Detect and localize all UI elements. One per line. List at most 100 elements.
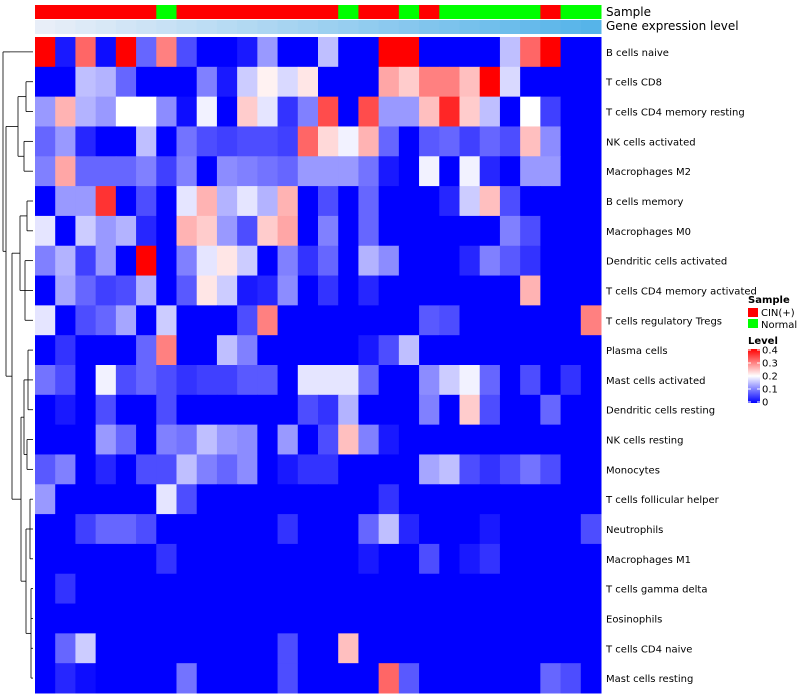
row-label: Macrophages M1 — [606, 555, 691, 566]
heatmap-cell — [378, 573, 400, 605]
heatmap-cell — [95, 454, 117, 485]
heatmap-cell — [318, 335, 339, 366]
heatmap-cell — [338, 365, 359, 396]
heatmap-cell — [520, 66, 541, 98]
sample-cell — [499, 5, 521, 19]
heatmap-cell — [459, 37, 481, 68]
heatmap-cell — [540, 186, 562, 217]
heatmap-cell — [520, 394, 541, 426]
heatmap-cell — [237, 514, 258, 545]
heatmap-cell — [176, 66, 198, 98]
heatmap-cell — [136, 454, 157, 485]
heatmap-cell — [115, 633, 137, 664]
heatmap-cell — [358, 186, 380, 217]
heatmap-cell — [378, 66, 400, 98]
heatmap-cell — [520, 543, 541, 575]
heatmap-cell — [115, 305, 137, 336]
heatmap-cell — [95, 663, 117, 694]
heatmap-cell — [358, 96, 380, 127]
heatmap-cell — [216, 66, 238, 98]
heatmap-cell — [95, 424, 117, 455]
heatmap-cell — [216, 573, 238, 605]
heatmap-cell — [499, 573, 521, 605]
expression-level-cell — [136, 20, 157, 34]
heatmap-cell — [499, 603, 521, 634]
heatmap-cell — [580, 37, 602, 68]
sample-cell — [55, 5, 76, 19]
heatmap-cell — [580, 394, 602, 426]
sample-cell — [136, 5, 157, 19]
heatmap-cell — [257, 603, 279, 634]
heatmap-cell — [75, 663, 97, 694]
expression-level-cell — [95, 20, 117, 34]
heatmap-cell — [156, 156, 177, 187]
heatmap-cell — [196, 484, 218, 515]
heatmap-cell — [479, 663, 501, 694]
heatmap-cell — [35, 365, 56, 396]
heatmap-cell — [136, 156, 157, 187]
legend-tick-label: 0 — [762, 398, 768, 409]
heatmap-cell — [156, 543, 177, 575]
row-label: Neutrophils — [606, 525, 663, 536]
heatmap-cell — [358, 514, 380, 545]
legend-swatch-normal — [748, 319, 758, 328]
heatmap-cell — [560, 394, 582, 426]
heatmap-cell — [115, 424, 137, 455]
legend-label-normal: Normal — [761, 320, 797, 331]
heatmap-cell — [237, 424, 258, 455]
heatmap-cell — [257, 633, 279, 664]
heatmap-cell — [358, 275, 380, 306]
sample-annotation-bar — [35, 5, 602, 19]
heatmap-cell — [115, 543, 137, 575]
heatmap-cell — [196, 543, 218, 575]
heatmap-cell — [499, 663, 521, 694]
sample-cell — [95, 5, 117, 19]
heatmap-cell — [277, 365, 299, 396]
heatmap-cell — [459, 365, 481, 396]
heatmap-cell — [419, 365, 440, 396]
heatmap-cell — [55, 275, 76, 306]
heatmap-cell — [196, 663, 218, 694]
heatmap-cell — [75, 245, 97, 277]
heatmap-cell — [277, 424, 299, 455]
heatmap-cell — [156, 603, 177, 634]
heatmap-cell — [560, 335, 582, 366]
heatmap-cell — [479, 335, 501, 366]
heatmap-cell — [136, 126, 157, 157]
heatmap-cell — [560, 663, 582, 694]
heatmap-cell — [237, 96, 258, 127]
heatmap-cell — [237, 305, 258, 336]
expression-level-cell — [176, 20, 198, 34]
heatmap-cell — [439, 573, 460, 605]
heatmap-cell — [459, 454, 481, 485]
heatmap-cell — [257, 96, 279, 127]
heatmap-cell — [196, 126, 218, 157]
heatmap-cell — [115, 454, 137, 485]
heatmap-cell — [560, 603, 582, 634]
heatmap-cell — [580, 603, 602, 634]
expression-level-cell — [520, 20, 541, 34]
legend-tick-label: 0.3 — [762, 359, 778, 370]
heatmap-cell — [439, 663, 460, 694]
heatmap-cell — [318, 156, 339, 187]
heatmap-cell — [318, 573, 339, 605]
heatmap-cell — [398, 156, 420, 187]
heatmap-cell — [237, 245, 258, 277]
heatmap-cell — [318, 454, 339, 485]
heatmap-cell — [318, 126, 339, 157]
heatmap-cell — [277, 603, 299, 634]
heatmap-cell — [176, 663, 198, 694]
row-label: Plasma cells — [606, 346, 668, 357]
heatmap-cell — [378, 335, 400, 366]
heatmap-cell — [499, 215, 521, 247]
heatmap-cell — [35, 156, 56, 187]
heatmap-cell — [176, 543, 198, 575]
heatmap-cell — [459, 394, 481, 426]
heatmap-cell — [560, 573, 582, 605]
heatmap-cell — [580, 365, 602, 396]
expression-level-cell — [75, 20, 97, 34]
heatmap-cell — [35, 186, 56, 217]
sample-cell — [176, 5, 198, 19]
heatmap-cell — [358, 66, 380, 98]
heatmap-cell — [55, 365, 76, 396]
